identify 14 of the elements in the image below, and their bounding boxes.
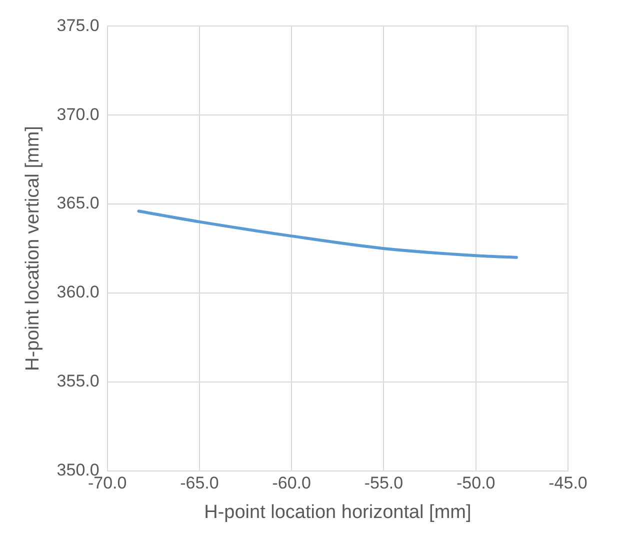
y-axis-title: H-point location vertical [mm] [22,126,44,371]
x-tick-label: -50.0 [456,474,496,493]
y-tick-label: 350.0 [56,460,100,480]
line-series [137,210,518,259]
x-axis-title: H-point location horizontal [mm] [204,502,472,523]
y-tick-label: 360.0 [56,282,100,302]
x-tick-label: -60.0 [272,474,311,493]
y-tick-label: 355.0 [56,372,100,391]
x-tick-label: -65.0 [180,474,219,493]
y-tick-label: 365.0 [56,194,100,213]
x-tick-label: -55.0 [364,474,404,493]
x-tick-label: -45.0 [548,474,588,493]
y-tick-label: 370.0 [56,104,100,124]
y-tick-label: 375.0 [56,16,100,35]
